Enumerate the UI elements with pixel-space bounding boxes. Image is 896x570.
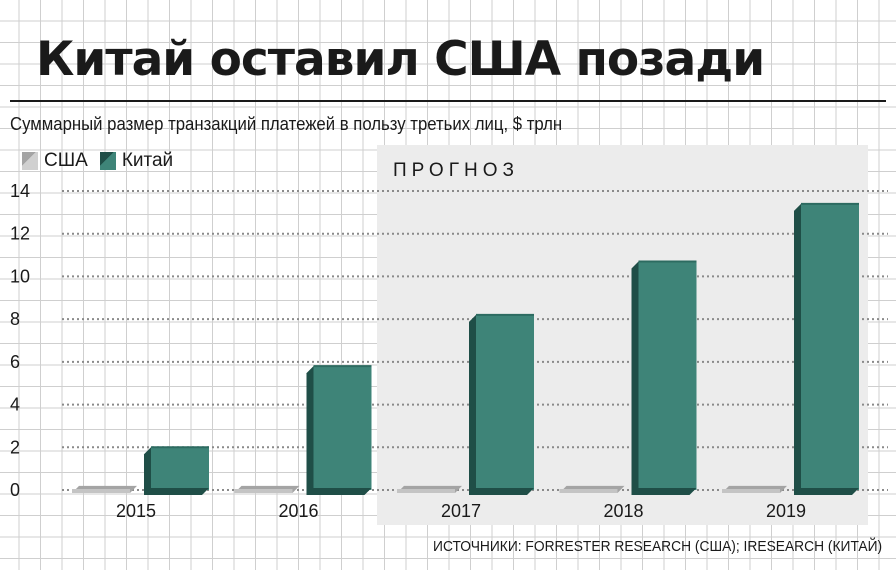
bar-china-side-2015 — [144, 447, 151, 495]
y-tick-label-0: 0 — [10, 480, 20, 500]
y-tick-label-6: 6 — [10, 352, 20, 372]
y-tick-label-2: 2 — [10, 437, 20, 457]
bar-usa-front-2015 — [72, 489, 130, 493]
bar-china-side-2016 — [306, 366, 314, 495]
legend-label-usa: США — [44, 150, 88, 171]
bar-china-base-2018 — [631, 488, 697, 495]
legend-swatch-usa — [22, 152, 38, 170]
y-tick-label-12: 12 — [10, 224, 30, 244]
bar-china-base-2015 — [144, 488, 209, 495]
bar-china-2016 — [313, 366, 372, 490]
bar-china-2015 — [151, 447, 209, 490]
bar-usa-front-2018 — [559, 489, 618, 493]
legend-swatch-china — [99, 152, 116, 170]
bar-usa-front-2019 — [722, 489, 780, 493]
chart-title: Китай оставил США позади — [36, 32, 765, 87]
y-tick-label-8: 8 — [10, 309, 20, 329]
x-tick-label-2018: 2018 — [603, 501, 643, 521]
bar-china-2018 — [638, 261, 697, 490]
bar-usa-front-2017 — [397, 489, 455, 493]
bar-usa-front-2016 — [234, 489, 293, 493]
bar-china-base-2016 — [306, 488, 372, 495]
y-tick-label-14: 14 — [10, 181, 30, 201]
forecast-region — [377, 145, 868, 525]
bar-china-2019 — [801, 203, 859, 491]
source-note: ИСТОЧНИКИ: FORRESTER RESEARCH (США); IRE… — [432, 538, 882, 555]
bar-china-base-2019 — [794, 488, 859, 495]
chart-subtitle: Суммарный размер транзакций платежей в п… — [10, 114, 563, 134]
bar-china-base-2017 — [469, 488, 534, 495]
x-tick-label-2016: 2016 — [278, 501, 318, 521]
x-tick-label-2019: 2019 — [766, 501, 806, 521]
legend-item-usa: США — [22, 150, 88, 172]
y-tick-label-4: 4 — [10, 395, 20, 415]
legend-label-china: Китай — [121, 150, 174, 171]
bar-china-2017 — [476, 314, 534, 490]
legend-item-china: Китай — [99, 150, 174, 172]
legend: США Китай — [22, 150, 173, 172]
x-tick-label-2017: 2017 — [441, 501, 481, 521]
bar-china-side-2019 — [794, 203, 801, 496]
bar-china-side-2018 — [631, 261, 639, 495]
y-tick-label-10: 10 — [10, 266, 30, 286]
forecast-label: ПРОГНОЗ — [393, 160, 519, 181]
title-rule — [10, 100, 886, 102]
x-tick-label-2015: 2015 — [116, 501, 156, 521]
bar-china-side-2017 — [469, 314, 476, 495]
